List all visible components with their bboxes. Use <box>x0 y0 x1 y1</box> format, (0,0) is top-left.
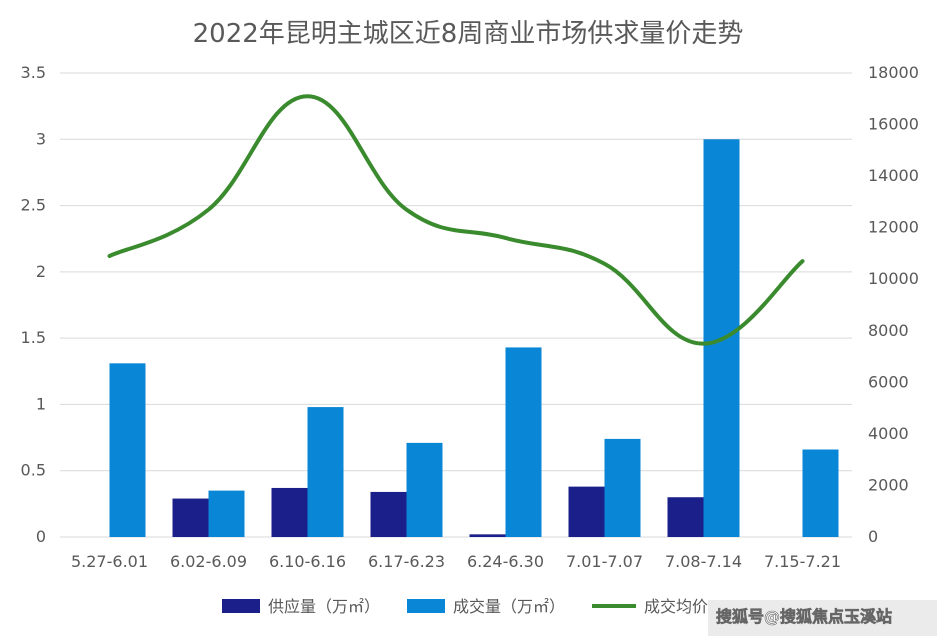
right-tick-label: 12000 <box>868 218 919 237</box>
left-tick-label: 2 <box>36 262 46 281</box>
bars <box>109 139 839 538</box>
supply-bar <box>271 487 308 537</box>
right-tick-label: 14000 <box>868 166 919 185</box>
legend-label: 成交量（万㎡） <box>453 597 565 616</box>
right-tick-label: 6000 <box>868 372 909 391</box>
left-axis-ticks: 0 0.5 1 1.5 2 2.5 3 3.5 <box>21 63 46 546</box>
category-label: 6.02-6.09 <box>170 552 247 571</box>
supply-bar <box>667 497 704 537</box>
supply-bar <box>172 498 209 537</box>
legend-label: 供应量（万㎡） <box>268 597 380 616</box>
left-tick-label: 2.5 <box>21 196 46 215</box>
legend: 供应量（万㎡） 成交量（万㎡） 成交均价 <box>222 597 708 616</box>
legend-swatch <box>407 599 445 613</box>
gridlines <box>60 72 852 538</box>
right-tick-label: 10000 <box>868 269 919 288</box>
right-tick-label: 4000 <box>868 424 909 443</box>
price-line-group <box>107 94 805 346</box>
watermark: 搜狐号@搜狐焦点玉溪站 <box>708 600 937 636</box>
deal-volume-bar <box>505 347 542 537</box>
legend-swatch <box>222 599 260 613</box>
category-label: 7.08-7.14 <box>665 552 742 571</box>
category-label: 6.17-6.23 <box>368 552 445 571</box>
left-tick-label: 0 <box>36 527 46 546</box>
category-labels: 5.27-6.01 6.02-6.09 6.10-6.16 6.17-6.23 6.24… <box>71 552 841 571</box>
deal-volume-bar <box>406 442 443 537</box>
left-tick-label: 0.5 <box>21 461 46 480</box>
right-tick-label: 0 <box>868 527 878 546</box>
chart-title: 2022年昆明主城区近8周商业市场供求量价走势 <box>193 19 744 49</box>
category-label: 6.10-6.16 <box>269 552 346 571</box>
deal-volume-bar <box>307 407 344 537</box>
legend-label: 成交均价 <box>644 597 708 616</box>
right-tick-label: 18000 <box>868 63 919 82</box>
supply-bar <box>568 486 605 537</box>
avg-price-line <box>107 94 805 346</box>
left-tick-label: 1.5 <box>21 328 46 347</box>
right-tick-label: 8000 <box>868 321 909 340</box>
left-tick-label: 3.5 <box>21 63 46 82</box>
right-tick-label: 2000 <box>868 475 909 494</box>
deal-volume-bar <box>802 449 839 537</box>
deal-volume-bar <box>604 438 641 537</box>
category-label: 5.27-6.01 <box>71 552 148 571</box>
deal-volume-bar <box>109 363 146 537</box>
left-tick-label: 3 <box>36 129 46 148</box>
category-label: 7.15-7.21 <box>764 552 841 571</box>
right-axis-ticks: 0 2000 4000 6000 8000 10000 12000 14000 16000 180… <box>868 63 919 546</box>
deal-volume-bar <box>208 490 245 537</box>
watermark-text: 搜狐号@搜狐焦点玉溪站 <box>716 607 892 626</box>
category-label: 6.24-6.30 <box>467 552 544 571</box>
category-label: 7.01-7.07 <box>566 552 643 571</box>
supply-bar <box>370 491 407 537</box>
right-tick-label: 16000 <box>868 115 919 134</box>
watermark-bg <box>708 600 937 636</box>
supply-bar <box>469 534 506 537</box>
left-tick-label: 1 <box>36 394 46 413</box>
